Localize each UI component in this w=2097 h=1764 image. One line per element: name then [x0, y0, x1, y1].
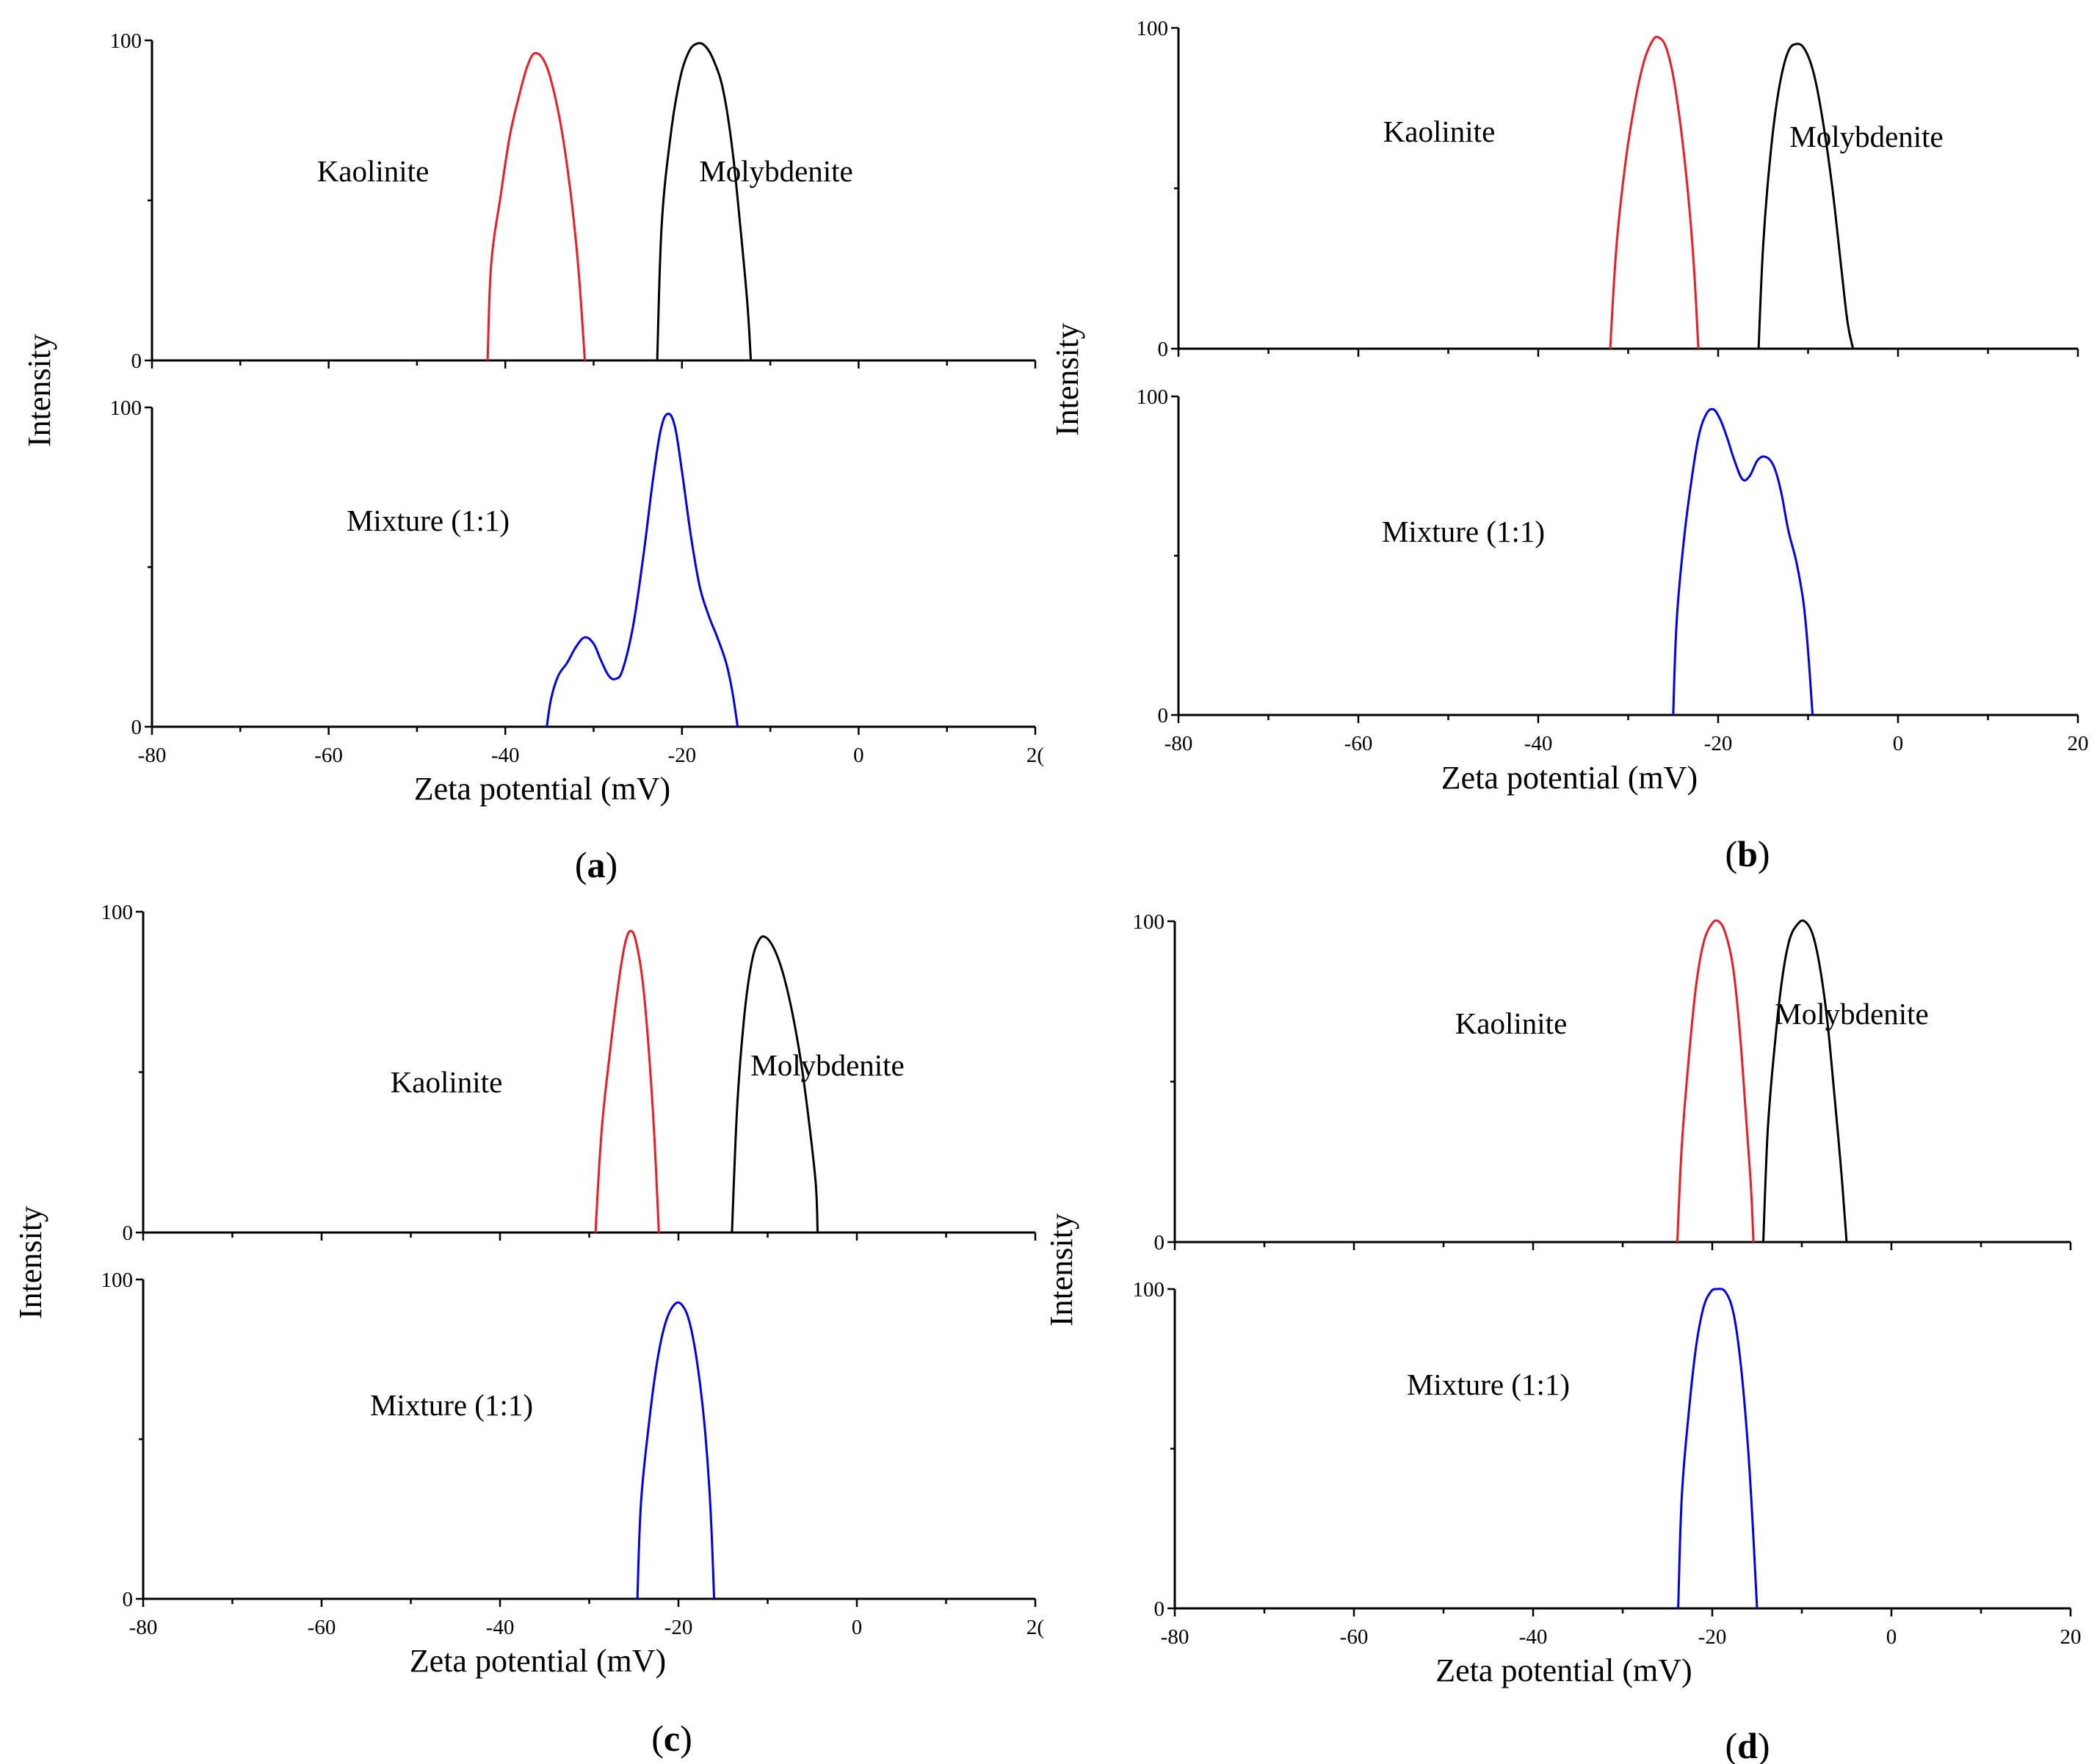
- y-tick-label: 100: [110, 29, 142, 53]
- series-line-kaolinite: [486, 51, 586, 361]
- x-axis-label: Zeta potential (mV): [410, 1643, 666, 1679]
- x-tick-label: -80: [129, 1616, 158, 1639]
- annotation-mixture-1-1: Mixture (1:1): [1407, 1368, 1570, 1401]
- annotation-molybdenite: Molybdenite: [750, 1048, 905, 1082]
- annotation-kaolinite: Kaolinite: [391, 1065, 503, 1099]
- annotation-molybdenite: Molybdenite: [1775, 997, 1929, 1031]
- x-tick-label: -80: [138, 744, 167, 767]
- series-line-mixture-1-1: [546, 413, 739, 727]
- series-line-kaolinite: [1676, 919, 1755, 1243]
- x-tick-label: -40: [486, 1616, 515, 1639]
- x-tick-label: 2(: [1026, 744, 1044, 767]
- x-tick-label: 2(: [1026, 1616, 1044, 1639]
- x-tick-label: -80: [1161, 1625, 1189, 1649]
- series-line-molybdenite: [731, 935, 819, 1233]
- x-tick-label: -60: [1340, 1625, 1369, 1649]
- x-tick-label: -20: [1698, 1625, 1727, 1649]
- x-tick-label: -40: [491, 744, 520, 767]
- x-tick-label: 20: [2060, 1625, 2082, 1649]
- series-line-molybdenite: [1757, 43, 1855, 349]
- x-tick-label: -40: [1519, 1625, 1548, 1649]
- series-line-mixture-1-1: [636, 1301, 716, 1600]
- y-tick-label: 100: [110, 396, 142, 420]
- annotation-kaolinite: Kaolinite: [317, 154, 430, 188]
- y-axis-label: Intensity: [12, 1206, 48, 1319]
- y-tick-label: 100: [1137, 385, 1169, 409]
- panel-d: 0 100 0 100 -80 -60 -40 -20 0 20 Zeta potential (m…: [1043, 910, 2082, 1764]
- x-tick-label: -60: [1344, 732, 1373, 755]
- x-axis-label: Zeta potential (mV): [414, 771, 670, 807]
- x-tick-label: 20: [2068, 732, 2089, 755]
- panel-label: (b): [1725, 833, 1770, 874]
- annotation-mixture-1-1: Mixture (1:1): [347, 504, 510, 537]
- y-tick-label: 100: [1137, 17, 1169, 40]
- annotation-molybdenite: Molybdenite: [699, 154, 853, 188]
- series-line-mixture-1-1: [1677, 1288, 1759, 1609]
- panel-c: 0 100 0 100 -80 -60 -40 -20 0 2( Zeta potential (m…: [12, 901, 1044, 1759]
- panel-label: (a): [575, 844, 617, 885]
- x-tick-label: 0: [1893, 732, 1904, 755]
- x-tick-label: 0: [852, 1616, 863, 1639]
- x-tick-label: -20: [664, 1616, 693, 1639]
- x-tick-label: -20: [667, 744, 696, 767]
- annotation-molybdenite: Molybdenite: [1789, 120, 1944, 153]
- y-tick-label: 0: [1158, 704, 1169, 727]
- series-line-kaolinite: [594, 929, 660, 1233]
- y-tick-label: 100: [101, 901, 134, 924]
- y-tick-label: 100: [1133, 910, 1165, 934]
- x-axis-label: Zeta potential (mV): [1435, 1652, 1692, 1688]
- panel-label: (c): [651, 1718, 692, 1759]
- annotation-mixture-1-1: Mixture (1:1): [1382, 515, 1545, 548]
- annotation-kaolinite: Kaolinite: [1455, 1006, 1568, 1040]
- series-line-mixture-1-1: [1672, 407, 1814, 716]
- annotation-kaolinite: Kaolinite: [1383, 115, 1496, 148]
- panel-a: 0 100 0 100 -80 -60 -40 -20 0 2( Zeta potential (m…: [21, 29, 1044, 885]
- x-tick-label: -60: [308, 1616, 336, 1639]
- y-tick-label: 0: [123, 1222, 134, 1245]
- y-tick-label: 0: [123, 1588, 134, 1611]
- y-axis-label: Intensity: [21, 334, 57, 447]
- x-tick-label: -80: [1165, 732, 1193, 755]
- x-tick-label: -60: [314, 744, 343, 767]
- y-tick-label: 0: [1154, 1597, 1165, 1621]
- x-axis-label: Zeta potential (mV): [1441, 760, 1698, 796]
- x-tick-label: 0: [853, 744, 864, 767]
- series-line-molybdenite: [1762, 919, 1848, 1243]
- y-axis-label: Intensity: [1043, 1213, 1079, 1326]
- panels-group: 0 100 0 100 -80 -60 -40 -20 0 2( Zeta potential (m…: [12, 17, 2089, 1764]
- x-tick-label: -40: [1524, 732, 1553, 755]
- y-axis-label: Intensity: [1049, 323, 1085, 436]
- series-line-kaolinite: [1609, 35, 1700, 349]
- y-tick-label: 0: [1158, 338, 1169, 361]
- y-tick-label: 0: [131, 716, 142, 739]
- annotation-mixture-1-1: Mixture (1:1): [370, 1388, 533, 1422]
- series-line-molybdenite: [656, 42, 753, 361]
- y-tick-label: 100: [1133, 1278, 1165, 1302]
- y-tick-label: 0: [131, 349, 142, 373]
- panel-b: 0 100 0 100 -80 -60 -40 -20 0 20 Zeta potential (m…: [1049, 17, 2089, 874]
- y-tick-label: 0: [1154, 1231, 1165, 1255]
- x-tick-label: 0: [1886, 1625, 1897, 1649]
- x-tick-label: -20: [1704, 732, 1733, 755]
- y-tick-label: 100: [101, 1268, 134, 1292]
- panel-label: (d): [1725, 1725, 1770, 1764]
